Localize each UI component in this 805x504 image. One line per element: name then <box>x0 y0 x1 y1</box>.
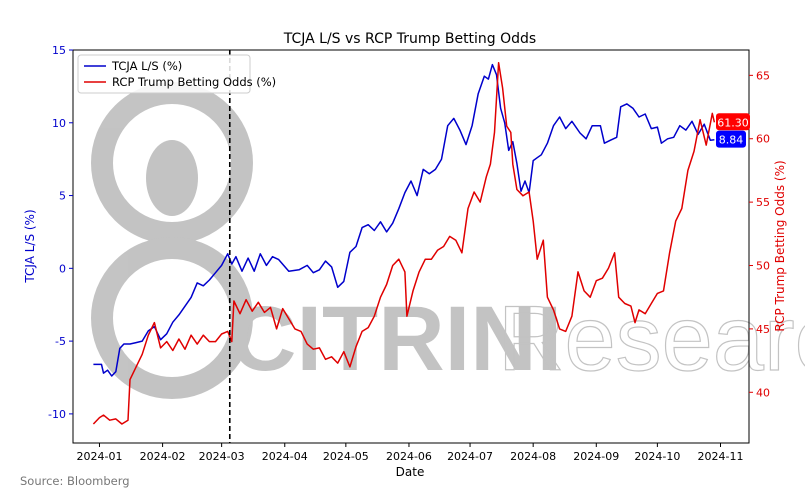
left-y-tick-label-2: 0 <box>59 262 66 275</box>
x-tick-label-5: 2024-06 <box>386 450 432 463</box>
right-y-tick-label-5: 65 <box>756 69 770 82</box>
left-y-tick-label-3: 5 <box>59 190 66 203</box>
right-y-tick-label-0: 40 <box>756 386 770 399</box>
legend-label-rcp: RCP Trump Betting Odds (%) <box>112 75 276 89</box>
x-tick-label-2: 2024-03 <box>199 450 245 463</box>
x-tick-label-4: 2024-05 <box>323 450 369 463</box>
series-group <box>92 61 716 425</box>
x-tick-label-7: 2024-08 <box>510 450 556 463</box>
plot-frame <box>72 49 750 444</box>
x-tick-label-1: 2024-02 <box>140 450 186 463</box>
source-note: Source: Bloomberg <box>20 474 130 488</box>
watermark-text-citrini: CITRINI <box>230 288 562 390</box>
right-y-tick-label-2: 50 <box>756 260 770 273</box>
legend-box <box>77 54 251 94</box>
tcja-end-value: 8.84 <box>719 134 744 147</box>
rcp-end-value: 61.30 <box>717 116 749 129</box>
right-y-axis: 40 45 50 55 60 65 <box>749 69 770 399</box>
right-y-tick-label-1: 45 <box>756 323 770 336</box>
x-tick-label-0: 2024-01 <box>76 450 122 463</box>
legend-label-tcja: TCJA L/S (%) <box>111 59 182 73</box>
left-y-tick-label-4: 10 <box>52 117 66 130</box>
right-y-axis-label: RCP Trump Betting Odds (%) <box>773 160 787 331</box>
rcp-odds-series-line <box>92 61 716 425</box>
x-tick-label-8: 2024-09 <box>573 450 619 463</box>
x-tick-label-6: 2024-07 <box>447 450 493 463</box>
watermark-head <box>146 140 198 216</box>
rcp-end-badge <box>716 113 750 131</box>
x-axis-label: Date <box>396 465 425 479</box>
legend: TCJA L/S (%) RCP Trump Betting Odds (%) <box>77 54 276 94</box>
left-y-tick-label-0: -10 <box>48 408 66 421</box>
watermark-ring-bottom <box>91 237 253 399</box>
left-y-axis-label: TCJA L/S (%) <box>23 209 37 283</box>
right-y-tick-label-4: 60 <box>756 133 770 146</box>
x-tick-label-9: 2024-10 <box>634 450 680 463</box>
x-axis: 2024-01 2024-02 2024-03 2024-04 2024-05 2024-… <box>76 443 743 463</box>
left-y-tick-label-1: -5 <box>55 335 66 348</box>
end-labels: 61.30 8.84 <box>716 113 750 148</box>
x-tick-label-3: 2024-04 <box>262 450 308 463</box>
citrini-research-watermark: CITRINI Research <box>91 82 805 399</box>
right-y-tick-label-3: 55 <box>756 196 770 209</box>
tcja-end-badge <box>716 130 746 148</box>
left-y-tick-label-5: 15 <box>52 44 66 57</box>
left-y-axis: -10 -5 0 5 10 15 <box>48 44 73 421</box>
x-tick-label-10: 2024-11 <box>698 450 744 463</box>
tcja-series-line <box>93 63 715 377</box>
chart-title: TCJA L/S vs RCP Trump Betting Odds <box>283 31 536 47</box>
